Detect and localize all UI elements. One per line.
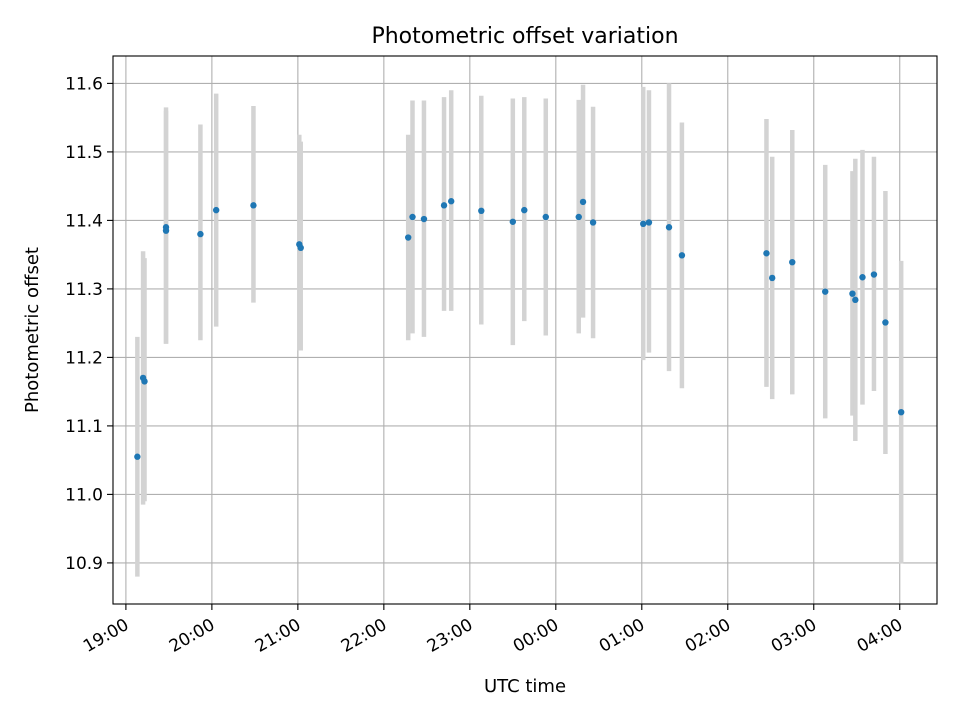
data-point bbox=[197, 230, 204, 238]
data-point bbox=[789, 258, 796, 266]
data-point bbox=[640, 220, 647, 228]
data-point bbox=[589, 219, 597, 226]
y-axis-ticks: 10.9 11.0 11.1 11.2 11.3 11.4 11.5 11.6 bbox=[65, 74, 113, 574]
data-point bbox=[409, 213, 416, 221]
data-point bbox=[575, 213, 582, 221]
y-tick-label: 11.4 bbox=[65, 211, 103, 231]
data-point bbox=[420, 215, 428, 223]
data-point bbox=[447, 198, 455, 205]
y-axis-label: Photometric offset bbox=[22, 247, 43, 413]
x-axis-label: UTC time bbox=[484, 676, 566, 697]
data-point bbox=[822, 288, 829, 295]
data-points bbox=[134, 198, 905, 460]
data-point bbox=[852, 296, 859, 304]
data-point bbox=[870, 271, 878, 278]
chart-title: Photometric offset variation bbox=[371, 24, 678, 49]
y-tick-label: 11.1 bbox=[65, 417, 103, 437]
y-tick-label: 11.6 bbox=[65, 74, 103, 94]
data-point bbox=[212, 206, 220, 214]
data-point bbox=[678, 252, 686, 259]
data-point bbox=[440, 202, 448, 209]
data-point bbox=[645, 219, 653, 226]
data-point bbox=[405, 234, 412, 241]
data-point bbox=[162, 227, 170, 234]
data-point bbox=[665, 224, 673, 231]
data-point bbox=[134, 453, 141, 460]
data-point bbox=[297, 244, 304, 251]
y-tick-label: 11.5 bbox=[65, 143, 103, 163]
data-point bbox=[521, 206, 528, 214]
data-point bbox=[769, 274, 776, 282]
y-tick-label: 10.9 bbox=[65, 554, 103, 574]
data-point bbox=[859, 274, 866, 281]
data-point bbox=[141, 378, 148, 385]
y-tick-label: 11.3 bbox=[65, 280, 103, 300]
y-tick-label: 11.2 bbox=[65, 348, 103, 368]
data-point bbox=[579, 198, 587, 206]
data-point bbox=[882, 319, 889, 326]
data-point bbox=[509, 218, 517, 225]
data-point bbox=[542, 213, 549, 221]
plot-frame bbox=[112, 55, 938, 605]
data-point bbox=[849, 290, 856, 297]
data-point bbox=[763, 250, 770, 257]
data-point bbox=[250, 202, 257, 209]
data-point bbox=[478, 207, 485, 215]
data-point bbox=[897, 409, 905, 416]
y-tick-label: 11.0 bbox=[65, 485, 103, 505]
